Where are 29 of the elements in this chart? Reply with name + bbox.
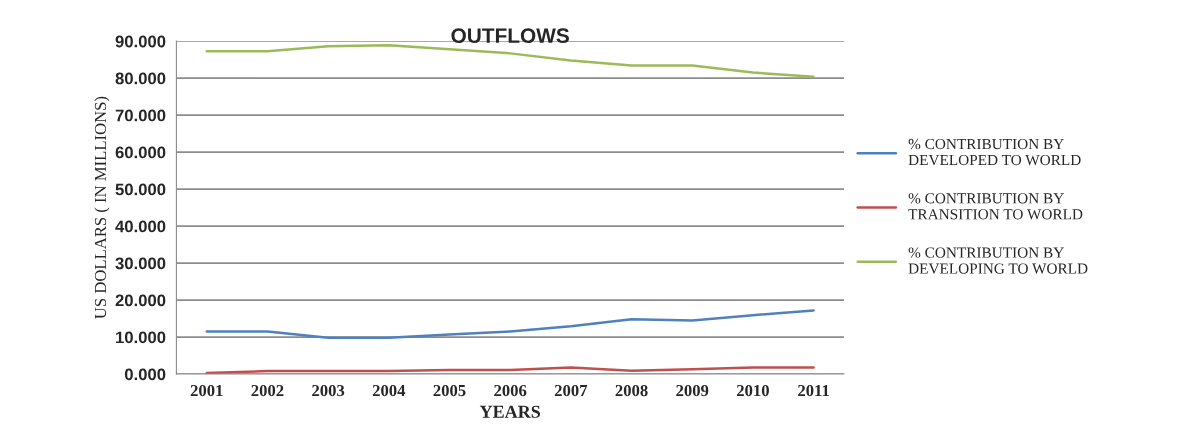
x-tick-label: 2005 bbox=[433, 384, 466, 397]
legend-label: % CONTRIBUTION BY DEVELOPED TO WORLD bbox=[908, 138, 1081, 166]
x-tick-label: 2010 bbox=[736, 384, 769, 397]
x-tick-label: 2009 bbox=[676, 384, 709, 397]
y-tick-label: 20.000 bbox=[115, 294, 166, 307]
x-tick-label: 2004 bbox=[372, 384, 406, 397]
x-tick-label: 2008 bbox=[615, 384, 648, 397]
y-tick-label: 50.000 bbox=[115, 183, 166, 196]
legend-label: % CONTRIBUTION BY TRANSITION TO WORLD bbox=[908, 193, 1083, 220]
y-axis-title: US DOLLARS ( IN MILLIONS) bbox=[94, 96, 110, 319]
y-tick-label: 40.000 bbox=[115, 220, 166, 233]
x-tick-label: 2003 bbox=[312, 384, 345, 397]
y-tick-label: 60.000 bbox=[115, 146, 166, 159]
legend-label: % CONTRIBUTION BY DEVELOPING TO WORLD bbox=[908, 247, 1088, 274]
x-tick-label: 2011 bbox=[798, 384, 829, 397]
y-tick-label: 10.000 bbox=[116, 331, 166, 344]
x-tick-label: 2006 bbox=[494, 384, 527, 397]
x-tick-label: 2002 bbox=[251, 384, 284, 397]
chart-title: OUTFLOWS bbox=[451, 28, 569, 44]
y-tick-label: 30.000 bbox=[115, 257, 166, 270]
y-tick-label: 80.000 bbox=[115, 72, 166, 85]
line-series bbox=[205, 43, 815, 78]
y-tick-label: 70.000 bbox=[115, 109, 166, 122]
x-tick-label: 2007 bbox=[554, 384, 588, 397]
y-tick-label: 90.000 bbox=[115, 35, 166, 48]
x-axis-title: YEARS bbox=[479, 405, 541, 418]
line-series bbox=[205, 309, 815, 340]
y-tick-label: 0.000 bbox=[124, 368, 166, 381]
x-tick-label: 2001 bbox=[190, 384, 223, 397]
